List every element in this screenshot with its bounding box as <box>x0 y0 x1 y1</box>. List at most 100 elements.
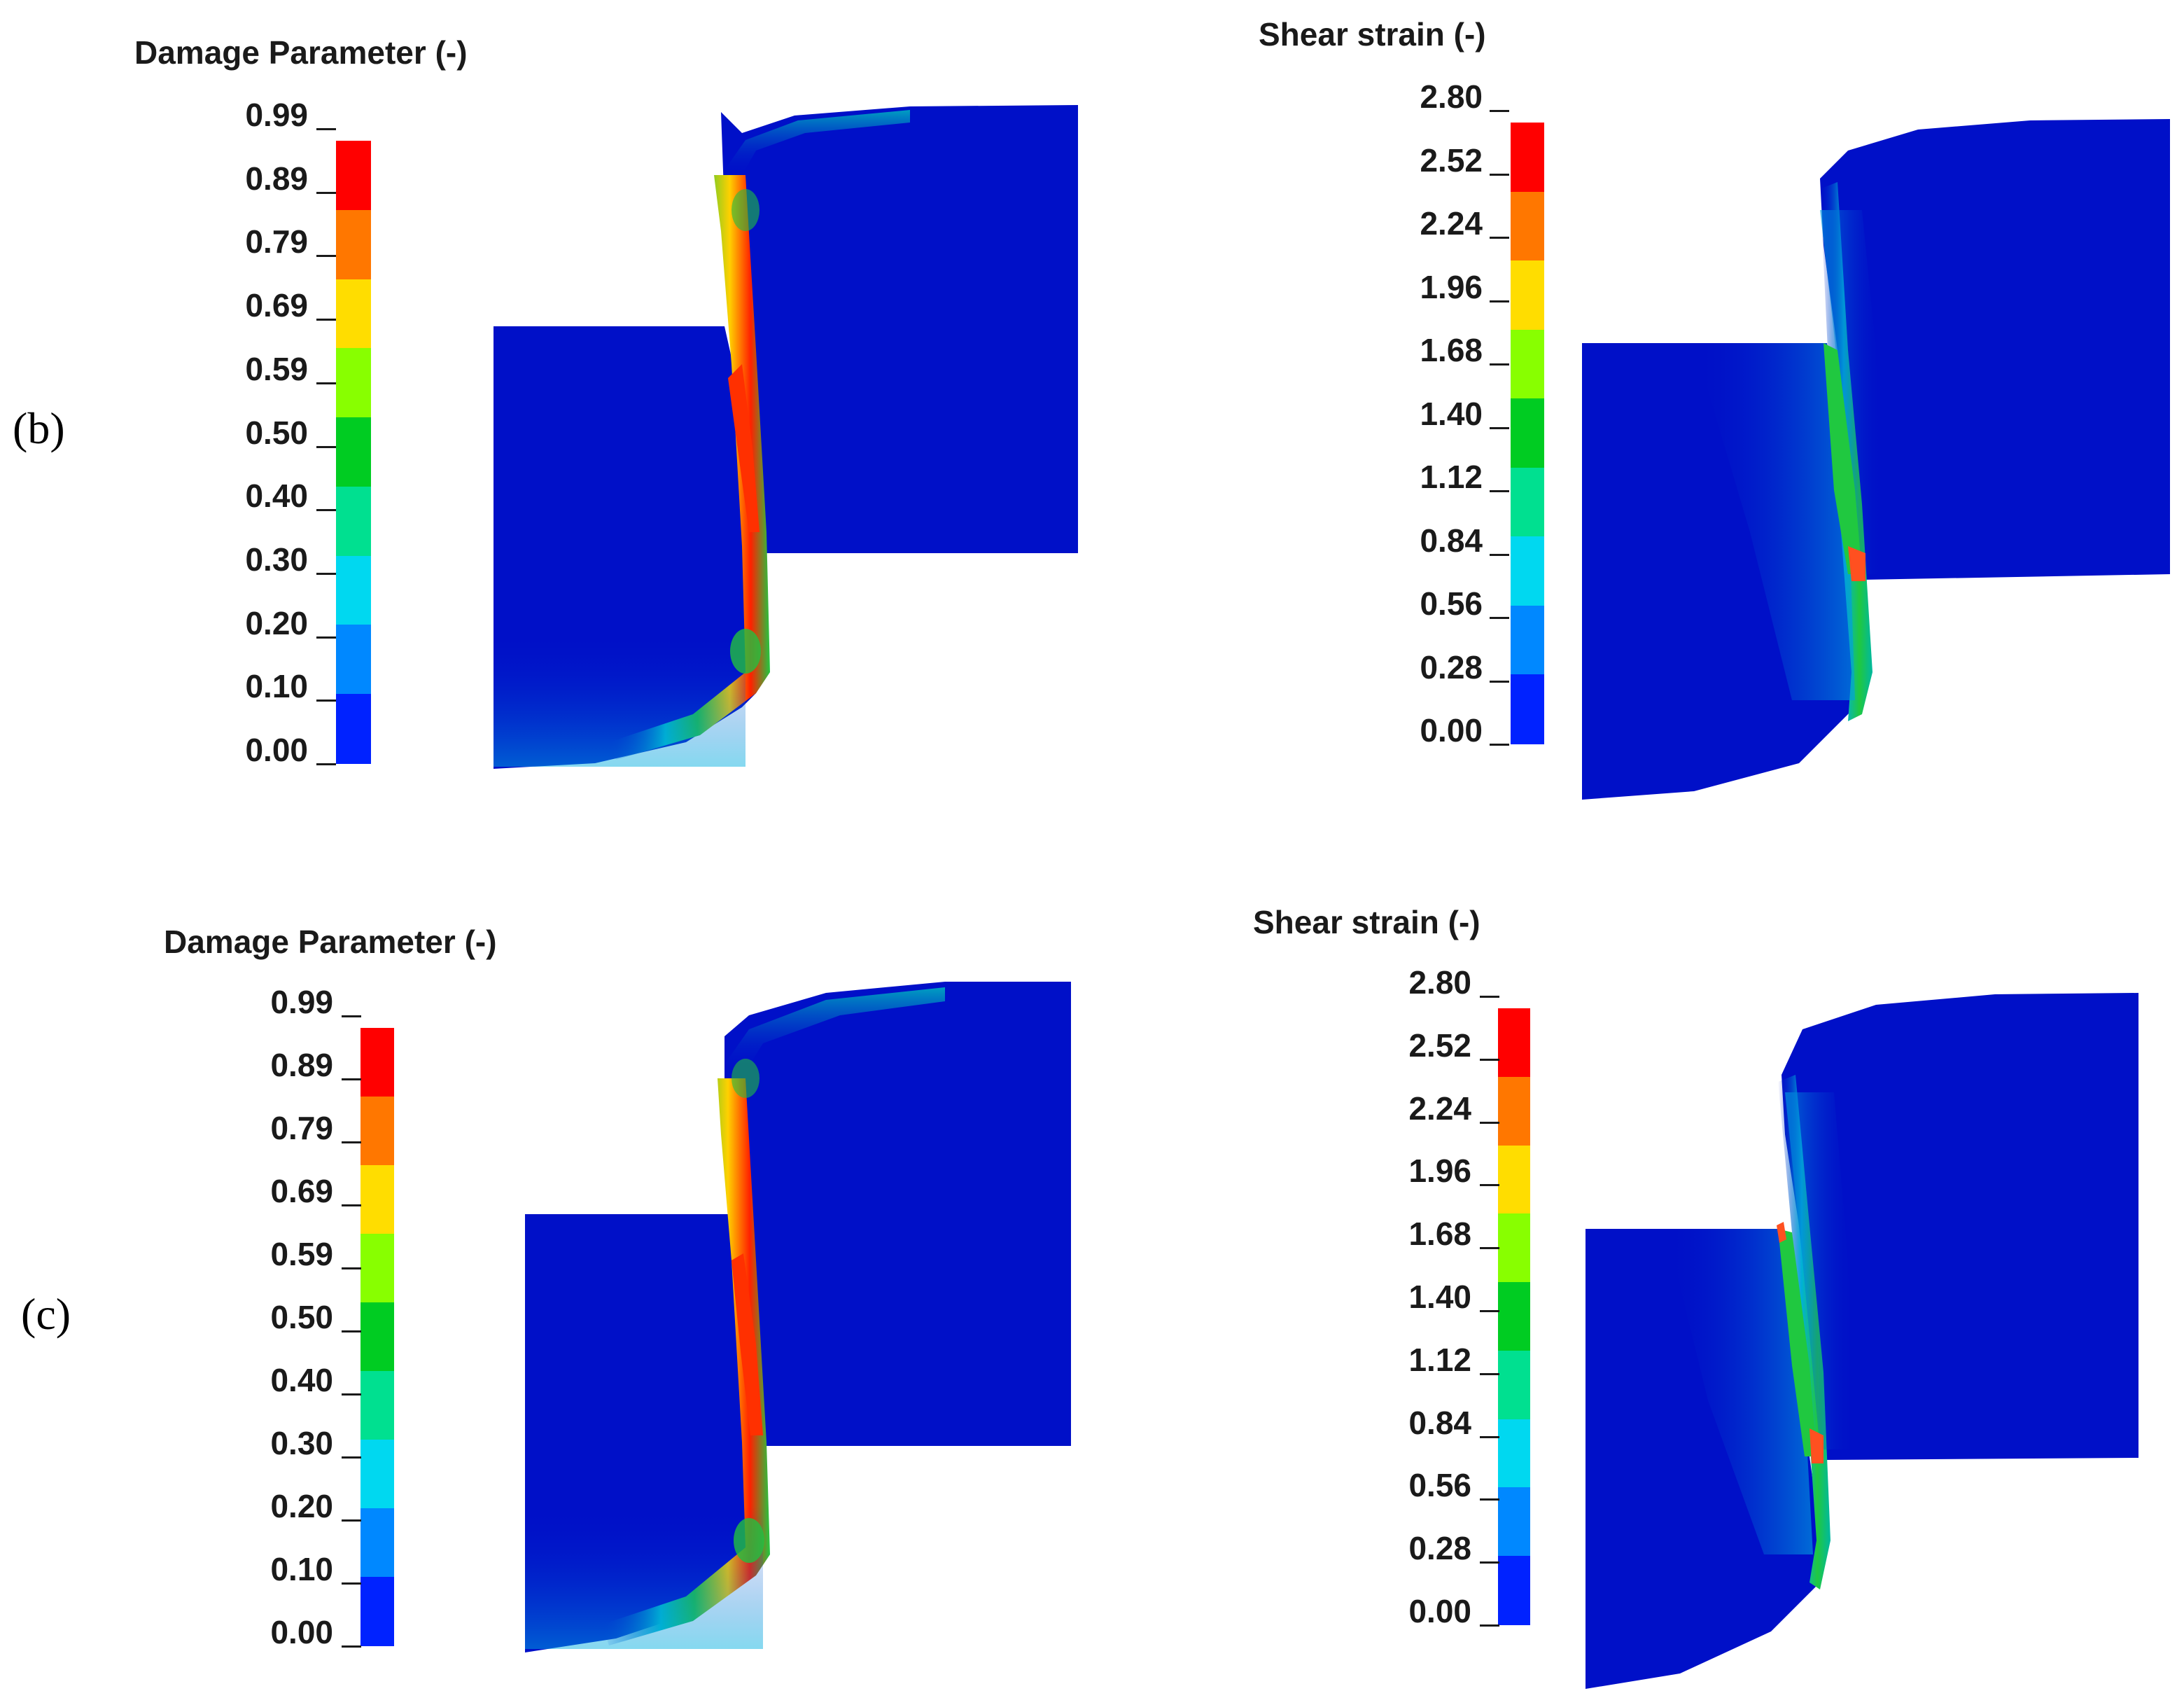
shear-legend-title: Shear strain (-) <box>1253 904 1480 940</box>
colorbar-tick-mark <box>1490 680 1509 683</box>
colorbar-segment <box>1498 1282 1530 1351</box>
colorbar-tick-label: 1.96 <box>1408 1153 1471 1190</box>
colorbar-tick-label: 2.24 <box>1420 205 1483 242</box>
colorbar-tick-mark <box>342 1204 361 1206</box>
colorbar-tick-label: 0.69 <box>245 287 308 324</box>
colorbar-tick-label: 0.10 <box>270 1551 333 1587</box>
colorbar-segment <box>1498 1213 1530 1283</box>
colorbar-tick-mark <box>1490 300 1509 302</box>
colorbar-tick-label: 0.59 <box>245 350 308 387</box>
colorbar-tick-label: 0.89 <box>270 1047 333 1083</box>
colorbar-tick-mark <box>1480 1184 1499 1187</box>
colorbar-segment <box>1498 1350 1530 1420</box>
colorbar-tick-label: 2.52 <box>1408 1027 1471 1064</box>
colorbar-tick-mark <box>316 191 336 194</box>
colorbar-tick-label: 0.30 <box>245 541 308 578</box>
colorbar-segment <box>336 486 371 557</box>
colorbar-tick-mark <box>1480 1247 1499 1250</box>
colorbar-tick-label: 2.80 <box>1408 964 1471 1001</box>
colorbar-tick-label: 0.20 <box>245 604 308 641</box>
colorbar-tick-mark <box>1480 996 1499 998</box>
colorbar-tick-mark <box>342 1015 361 1017</box>
colorbar-tick-label: 0.40 <box>245 478 308 515</box>
colorbar-tick-label: 0.99 <box>270 984 333 1020</box>
colorbar-segment <box>1498 1145 1530 1215</box>
colorbar-tick-mark <box>1490 237 1509 239</box>
colorbar-tick-label: 1.40 <box>1408 1279 1471 1315</box>
colorbar-tick-mark <box>342 1582 361 1585</box>
colorbar-tick-mark <box>1480 1058 1499 1061</box>
colorbar-segment <box>336 141 371 211</box>
colorbar-tick-label: 0.00 <box>245 732 308 768</box>
colorbar-tick-mark <box>316 255 336 258</box>
colorbar-tick-mark <box>316 636 336 639</box>
colorbar-tick-mark <box>1490 744 1509 746</box>
colorbar-tick-mark <box>1490 426 1509 429</box>
colorbar-segment <box>360 1577 394 1646</box>
colorbar-tick-mark <box>316 700 336 702</box>
colorbar-tick-label: 0.84 <box>1420 522 1483 559</box>
colorbar-tick-mark <box>1480 1310 1499 1312</box>
colorbar-tick-mark <box>342 1141 361 1143</box>
colorbar-tick-label: 0.59 <box>270 1236 333 1272</box>
colorbar-tick-label: 0.79 <box>270 1110 333 1146</box>
damage-specimen-c <box>525 982 1071 1652</box>
colorbar-tick-mark <box>316 128 336 130</box>
colorbar-segment <box>336 555 371 626</box>
colorbar-tick-label: 1.96 <box>1420 268 1483 305</box>
colorbar-segment <box>336 348 371 419</box>
colorbar-tick-mark <box>1490 173 1509 176</box>
colorbar-segment <box>360 1097 394 1166</box>
colorbar-tick-mark <box>1480 1561 1499 1564</box>
colorbar-segment <box>1498 1008 1530 1078</box>
colorbar-tick-label: 0.40 <box>270 1362 333 1398</box>
colorbar-tick-mark <box>342 1078 361 1080</box>
colorbar-segment <box>1511 398 1544 468</box>
colorbar-segment <box>360 1234 394 1303</box>
colorbar-segment <box>336 417 371 487</box>
colorbar-tick-label: 0.00 <box>1420 712 1483 749</box>
colorbar-tick-mark <box>1490 363 1509 366</box>
colorbar-tick-label: 0.99 <box>245 97 308 133</box>
damage-legend-title: Damage Parameter (-) <box>134 34 468 71</box>
colorbar-segment <box>1498 1556 1530 1625</box>
colorbar-tick-label: 1.40 <box>1420 395 1483 432</box>
colorbar-tick-label: 2.24 <box>1408 1090 1471 1127</box>
colorbar-segment <box>360 1165 394 1234</box>
colorbar-segment <box>1498 1487 1530 1557</box>
colorbar-segment <box>336 209 371 280</box>
colorbar-tick-mark <box>1490 110 1509 112</box>
colorbar-tick-mark <box>342 1330 361 1332</box>
colorbar-tick-mark <box>316 445 336 448</box>
colorbar-tick-mark <box>1480 1498 1499 1501</box>
colorbar-segment <box>1511 605 1544 676</box>
colorbar-segment <box>360 1028 394 1097</box>
colorbar-tick-mark <box>316 763 336 765</box>
colorbar-tick-label: 2.52 <box>1420 141 1483 179</box>
colorbar-tick-label: 0.56 <box>1408 1467 1471 1504</box>
shear-specimen-b <box>1582 119 2170 800</box>
colorbar-tick-label: 0.69 <box>270 1173 333 1209</box>
colorbar-tick-label: 1.68 <box>1408 1216 1471 1253</box>
shear-legend-title: Shear strain (-) <box>1259 16 1486 53</box>
colorbar-tick-label: 0.50 <box>270 1299 333 1335</box>
colorbar-tick-label: 1.12 <box>1420 459 1483 495</box>
colorbar-tick-label: 1.12 <box>1408 1341 1471 1378</box>
colorbar-tick-label: 0.50 <box>245 414 308 451</box>
colorbar-tick-mark <box>1480 1435 1499 1438</box>
colorbar-tick-label: 2.80 <box>1420 78 1483 115</box>
colorbar-segment <box>1498 1076 1530 1146</box>
colorbar-tick-mark <box>1480 1121 1499 1124</box>
colorbar-segment <box>360 1440 394 1509</box>
colorbar-tick-mark <box>1480 1372 1499 1375</box>
colorbar-segment <box>360 1302 394 1372</box>
colorbar-tick-label: 0.89 <box>245 160 308 197</box>
colorbar-segment <box>336 625 371 695</box>
colorbar-tick-mark <box>342 1393 361 1396</box>
colorbar-tick-label: 0.10 <box>245 668 308 705</box>
colorbar-segment <box>360 1508 394 1578</box>
colorbar-segment <box>1511 329 1544 400</box>
colorbar-segment <box>360 1371 394 1440</box>
colorbar-tick-mark <box>316 319 336 321</box>
